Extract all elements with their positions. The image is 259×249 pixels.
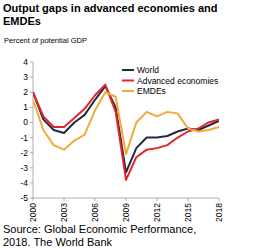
source-line: Source: Global Economic Performance,: [3, 223, 196, 235]
legend-swatch: [122, 80, 134, 82]
x-tick-label: 2000: [28, 203, 38, 222]
x-tick: [219, 198, 220, 201]
y-tick-label: -4: [20, 178, 28, 188]
legend-label: World: [137, 65, 159, 75]
series-line: [33, 86, 219, 172]
y-tick: [30, 62, 33, 63]
y-tick-label: 4: [23, 57, 28, 67]
x-tick: [188, 198, 189, 201]
x-tick-label: 2009: [121, 203, 131, 222]
y-axis-label: Percent of potential GDP: [4, 36, 87, 45]
x-tick-label: 2006: [90, 203, 100, 222]
y-tick-label: 3: [23, 72, 28, 82]
y-tick-label: -5: [20, 193, 28, 203]
y-tick: [30, 107, 33, 108]
y-tick-label: 2: [23, 87, 28, 97]
y-tick-label: 1: [23, 102, 28, 112]
y-axis-line: [33, 62, 34, 198]
x-tick-label: 2018: [214, 203, 224, 222]
legend-label: EMDEs: [137, 86, 166, 96]
chart-container: Output gaps in advanced economies andEMD…: [0, 0, 259, 249]
x-tick-label: 2012: [152, 203, 162, 222]
y-tick-label: -1: [20, 133, 28, 143]
y-tick: [30, 77, 33, 78]
source-line: 2018. The World Bank: [3, 236, 113, 248]
y-tick: [30, 167, 33, 168]
title-line: EMDEs: [3, 15, 41, 27]
y-tick: [30, 198, 33, 199]
y-tick: [30, 152, 33, 153]
legend-label: Advanced economies: [137, 76, 218, 86]
title-line: Output gaps in advanced economies and: [3, 2, 218, 14]
x-tick: [95, 198, 96, 201]
x-tick: [157, 198, 158, 201]
title: Output gaps in advanced economies andEMD…: [3, 2, 218, 27]
y-tick: [30, 92, 33, 93]
y-tick-label: 0: [23, 117, 28, 127]
series-group: [33, 85, 219, 180]
source: Source: Global Economic Performance,2018…: [3, 223, 196, 248]
series-line: [33, 85, 219, 180]
legend-swatch: [122, 69, 134, 71]
y-tick-label: -3: [20, 163, 28, 173]
x-tick: [64, 198, 65, 201]
x-tick-label: 2003: [59, 203, 69, 222]
chart-svg: Output gaps in advanced economies andEMD…: [0, 0, 259, 249]
y-tick-label: -2: [20, 148, 28, 158]
y-tick: [30, 137, 33, 138]
x-tick-label: 2015: [183, 203, 193, 222]
y-tick: [30, 122, 33, 123]
y-tick: [30, 182, 33, 183]
legend-swatch: [122, 90, 134, 92]
x-tick: [126, 198, 127, 201]
x-tick: [33, 198, 34, 201]
series-line: [33, 92, 219, 154]
